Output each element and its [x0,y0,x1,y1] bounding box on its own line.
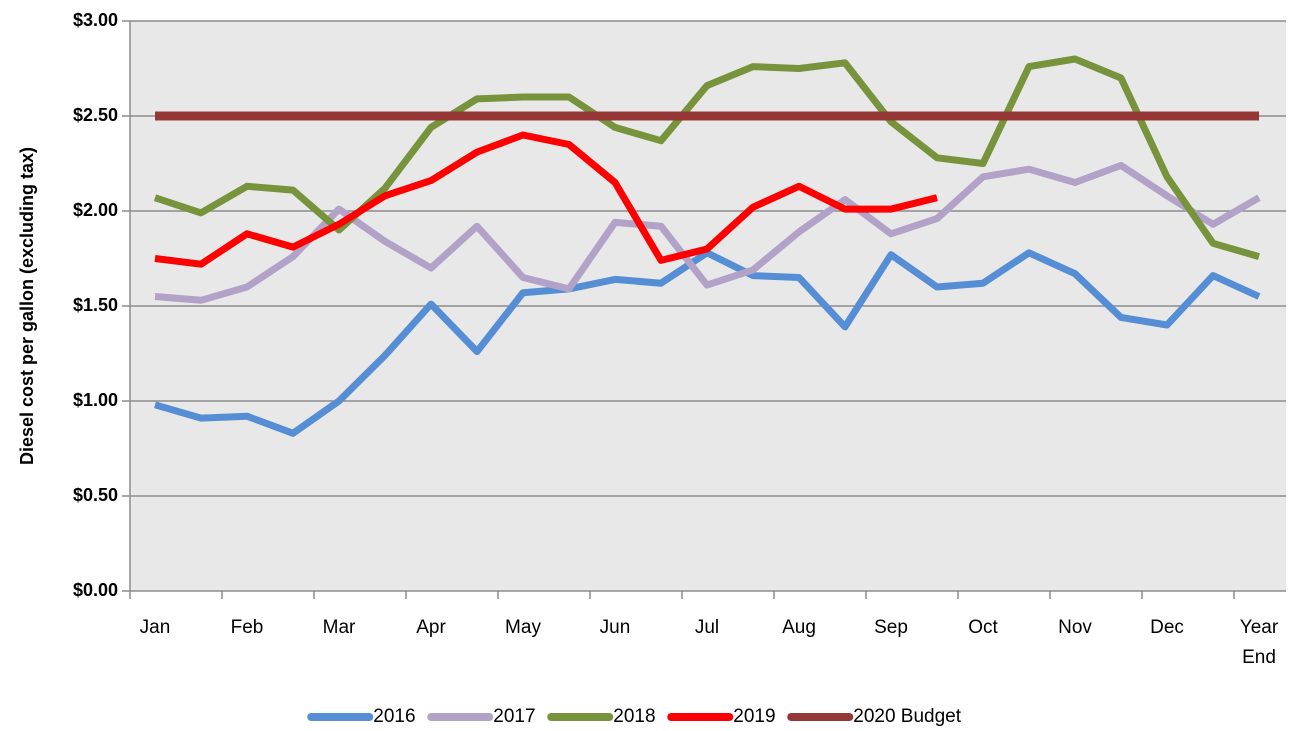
series-line [154,131,938,268]
x-tick-label: Aug [782,617,816,638]
legend-label: 2018 [613,706,655,727]
y-tick-label: $1.50 [73,295,118,315]
y-axis-label: Diesel cost per gallon (excluding tax) [17,147,37,465]
legend-label: 2016 [373,706,415,727]
y-tick-label: $2.50 [73,105,118,125]
x-tick-label: Mar [323,617,356,638]
x-tick-label: Jun [600,617,631,638]
y-tick-label: $0.50 [73,485,118,505]
x-tick-label: Feb [231,617,264,638]
x-tick-label: Dec [1150,617,1184,638]
legend: 2016 2017 2018 2019 2020 Budget [307,706,962,727]
legend-label: 2017 [493,706,535,727]
legend-label: 2019 [733,706,775,727]
series-line [154,161,1261,304]
x-tick-label: Oct [968,617,998,638]
series-line [154,249,1261,437]
x-tick-label: Sep [874,617,908,638]
legend-label: 2020 Budget [853,706,961,727]
x-tick-label: Jan [140,617,171,638]
x-tick-label: Jul [695,617,719,638]
x-tick-label: Apr [416,617,446,638]
y-tick-label: $0.00 [73,580,118,600]
y-tick-label: $2.00 [73,200,118,220]
series-line [153,55,1260,260]
y-tick-label: $1.00 [73,390,118,410]
x-tick-label: May [505,617,541,638]
x-tick-label: Nov [1058,617,1092,638]
x-tick-label: Year End [1240,617,1279,668]
y-tick-label: $3.00 [73,10,118,30]
